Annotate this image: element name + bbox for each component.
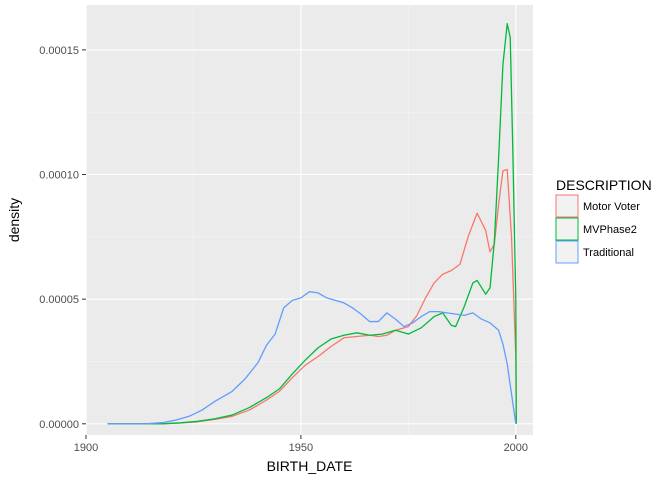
y-tick-label: 0.00000 bbox=[39, 419, 79, 431]
legend-item-mvphase2: MVPhase2 bbox=[555, 217, 637, 241]
legend-items: Motor Voter MVPhase2 Traditional bbox=[555, 194, 640, 264]
series-lines bbox=[107, 23, 517, 425]
x-tick-label: 1900 bbox=[74, 442, 98, 454]
y-tick-label: 0.00005 bbox=[39, 294, 79, 306]
y-tick-label: 0.00015 bbox=[39, 45, 79, 57]
series-line-traditional bbox=[107, 291, 517, 425]
y-axis-title: density bbox=[6, 198, 22, 242]
x-tick-label: 1950 bbox=[289, 442, 313, 454]
x-axis-title: BIRTH_DATE bbox=[267, 458, 353, 474]
plot-panel bbox=[86, 5, 533, 435]
y-tick-label: 0.00010 bbox=[39, 170, 79, 182]
grid-major bbox=[85, 5, 533, 435]
x-axis: 1900 1950 2000 bbox=[74, 435, 528, 454]
legend-label: Traditional bbox=[583, 247, 634, 259]
grid-minor bbox=[86, 5, 533, 435]
legend-title: DESCRIPTION bbox=[556, 177, 652, 193]
series-line-mvphase2 bbox=[107, 23, 517, 425]
legend-item-motor-voter: Motor Voter bbox=[555, 194, 640, 218]
legend-item-traditional: Traditional bbox=[555, 240, 634, 264]
legend-key-mvphase2 bbox=[555, 217, 579, 241]
legend-label: Motor Voter bbox=[583, 201, 640, 213]
legend-key-traditional bbox=[555, 240, 579, 264]
legend-label: MVPhase2 bbox=[583, 224, 637, 236]
legend: DESCRIPTION Motor Voter MVPhase2 Tradition… bbox=[555, 177, 652, 264]
legend-key-motor-voter bbox=[555, 194, 579, 218]
x-tick-label: 2000 bbox=[504, 442, 528, 454]
y-axis: 0.00000 0.00005 0.00010 0.00015 bbox=[39, 45, 86, 431]
